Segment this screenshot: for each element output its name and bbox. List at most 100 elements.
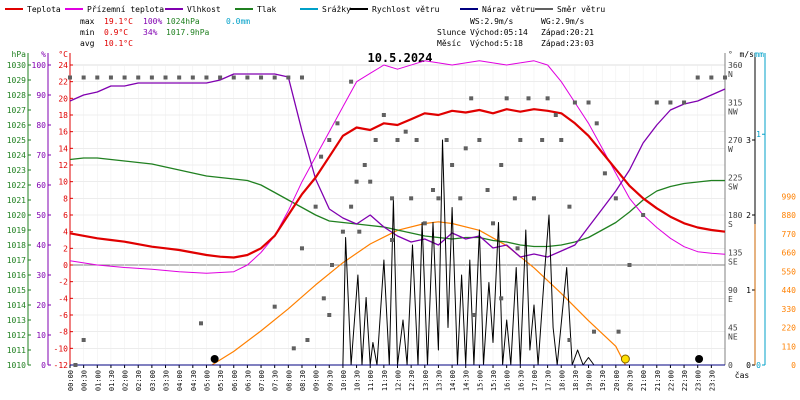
wind-direction-dot — [422, 221, 427, 226]
pressure-tick-label: 1021 — [7, 196, 26, 205]
wind-direction-dot — [469, 96, 474, 101]
stats-ws: WS:2.9m/s — [470, 17, 514, 26]
wind-direction-dot — [73, 363, 78, 367]
stats-sun-label: Slunce — [437, 28, 466, 37]
stats-max-temp: 19.1°C — [104, 17, 133, 26]
pressure-tick-label: 1015 — [7, 286, 26, 295]
x-tick-label: 02:00 — [122, 370, 130, 391]
wind-direction-dot — [499, 296, 504, 301]
temperature-tick-label: 24 — [58, 61, 68, 70]
wind-direction-dot — [299, 246, 304, 251]
direction-compass-label: NW — [728, 108, 738, 117]
wind-direction-dot — [512, 196, 517, 201]
wind-direction-dot — [491, 221, 496, 226]
x-tick-label: 11:30 — [381, 370, 389, 391]
wind-direction-dot — [163, 75, 168, 80]
wind-direction-dot — [414, 138, 419, 142]
stats-min-hum: 34% — [143, 28, 158, 37]
x-tick-label: 09:00 — [313, 370, 321, 391]
solar-tick-label: 990 — [782, 192, 797, 201]
stats-moon-label: Měsíc — [437, 39, 461, 48]
x-tick-label: 01:00 — [94, 370, 102, 391]
pressure-axis-unit: hPa — [12, 50, 27, 59]
wind-direction-dot — [559, 138, 564, 142]
temperature-tick-label: 8 — [63, 194, 68, 203]
wind-direction-dot — [627, 263, 632, 267]
solar-tick-label: 220 — [782, 324, 797, 333]
pressure-tick-label: 1012 — [7, 331, 26, 340]
x-tick-label: 13:00 — [422, 370, 430, 391]
wind-tick-label: 2 — [746, 211, 751, 220]
direction-compass-label: W — [728, 145, 733, 154]
wind-direction-dot — [477, 138, 482, 142]
rain-axis-unit: mm — [754, 50, 764, 59]
temperature-tick-label: 18 — [58, 111, 68, 120]
pressure-tick-label: 1030 — [7, 61, 26, 70]
x-tick-label: 19:30 — [599, 370, 607, 391]
wind-direction-dot — [362, 163, 367, 167]
pressure-tick-label: 1026 — [7, 121, 26, 130]
x-tick-label: 12:00 — [395, 370, 403, 391]
x-tick-label: 23:30 — [708, 370, 716, 391]
wind-direction-dot — [291, 346, 296, 351]
sunset-marker — [620, 354, 630, 364]
x-tick-label: 15:00 — [476, 370, 484, 391]
x-tick-label: 22:00 — [667, 370, 675, 391]
legend-label: Rychlost větru — [372, 5, 440, 14]
x-tick-label: 04:00 — [176, 370, 184, 391]
wind-direction-dot — [327, 313, 332, 317]
legend: Teplota Přízemní teplota Vlhkost Tlak Srážky… — [5, 5, 605, 14]
direction-tick-label: 315 — [728, 99, 743, 108]
wind-tick-label: 1 — [746, 286, 751, 295]
wind-direction-dot — [177, 75, 182, 80]
humidity-tick-label: 90 — [36, 91, 46, 100]
x-tick-label: 02:30 — [135, 370, 143, 391]
wind-direction-dot — [668, 100, 673, 105]
pressure-tick-label: 1016 — [7, 271, 26, 280]
x-tick-label: 21:00 — [640, 370, 648, 391]
solar-tick-label: 550 — [782, 267, 797, 276]
humidity-axis-unit: % — [41, 50, 46, 59]
chart-title: 10.5.2024 — [367, 51, 432, 65]
wind-direction-dot — [313, 204, 318, 209]
wind-axis-unit: m/s — [740, 50, 755, 59]
pressure-tick-label: 1020 — [7, 211, 26, 220]
pressure-tick-label: 1014 — [7, 301, 26, 310]
wind-direction-dot — [199, 321, 203, 326]
temperature-tick-label: 2 — [63, 244, 68, 253]
stats-wg: WG:2.9m/s — [541, 17, 585, 26]
wind-direction-dot — [723, 75, 727, 80]
x-tick-label: 07:30 — [272, 370, 280, 391]
wind-direction-dot — [68, 75, 72, 80]
pressure-tick-label: 1029 — [7, 76, 26, 85]
wind-direction-dot — [299, 75, 304, 80]
wind-direction-dot — [518, 138, 523, 142]
wind-direction-dot — [149, 75, 154, 80]
temperature-tick-label: -6 — [58, 311, 68, 320]
direction-tick-label: 225 — [728, 174, 743, 183]
direction-tick-label: 270 — [728, 136, 743, 145]
stats-max-press: 1024hPa — [166, 17, 200, 26]
x-tick-label: 07:00 — [258, 370, 266, 391]
temperature-tick-label: 14 — [58, 144, 68, 153]
wind-direction-dot — [594, 121, 599, 126]
humidity-tick-label: 40 — [36, 241, 46, 250]
wind-direction-dot — [122, 75, 127, 80]
legend-label: Přízemní teplota — [87, 5, 164, 14]
wind-direction-dot — [190, 75, 195, 80]
wind-direction-dot — [463, 146, 468, 151]
direction-compass-label: S — [728, 220, 733, 229]
temperature-tick-label: -12 — [54, 361, 69, 370]
wind-direction-dot — [409, 196, 414, 201]
x-tick-label: 10:30 — [354, 370, 362, 391]
temperature-tick-label: 20 — [58, 94, 68, 103]
x-tick-label: 14:00 — [449, 370, 457, 391]
x-tick-label: 00:00 — [67, 370, 75, 391]
solar-tick-label: 330 — [782, 305, 797, 314]
wind-direction-dot — [602, 171, 607, 176]
wind-direction-dot — [81, 338, 86, 342]
temperature-tick-label: 22 — [58, 78, 68, 87]
stats-avg-label: avg — [80, 39, 95, 48]
